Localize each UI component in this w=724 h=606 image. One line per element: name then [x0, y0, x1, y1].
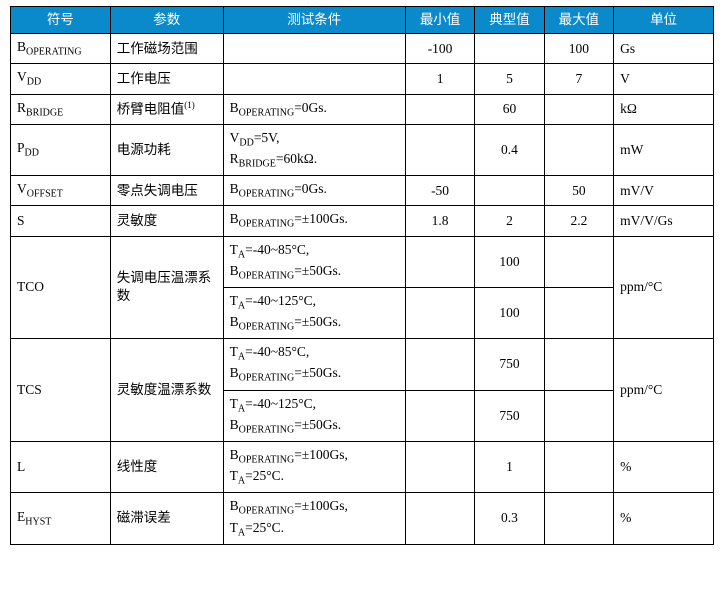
th-symbol: 符号 — [11, 7, 111, 34]
table-row: VOFFSET零点失调电压BOPERATING=0Gs.-50 50mV/V — [11, 176, 714, 206]
cell-max — [544, 390, 613, 441]
cell-param: 失调电压温漂系数 — [110, 236, 223, 339]
cell-symbol: L — [11, 442, 111, 493]
cell-typ: 2 — [475, 206, 544, 236]
cell-typ: 100 — [475, 287, 544, 338]
cell-typ: 750 — [475, 390, 544, 441]
cell-symbol: RBRIDGE — [11, 94, 111, 124]
th-max: 最大值 — [544, 7, 613, 34]
cell-max — [544, 287, 613, 338]
cell-max — [544, 236, 613, 287]
cell-min — [405, 339, 474, 390]
cell-unit: mV/V/Gs — [614, 206, 714, 236]
cell-max: 2.2 — [544, 206, 613, 236]
cell-symbol: VDD — [11, 64, 111, 94]
cell-symbol: S — [11, 206, 111, 236]
cell-min — [405, 287, 474, 338]
cell-typ: 5 — [475, 64, 544, 94]
cell-max — [544, 339, 613, 390]
cell-unit: Gs — [614, 34, 714, 64]
cell-param: 磁滞误差 — [110, 493, 223, 544]
cell-cond — [223, 64, 405, 94]
cell-param: 工作电压 — [110, 64, 223, 94]
table-head: 符号 参数 测试条件 最小值 典型值 最大值 单位 — [11, 7, 714, 34]
cell-cond: TA=-40~85°C,BOPERATING=±50Gs. — [223, 236, 405, 287]
th-typ: 典型值 — [475, 7, 544, 34]
cell-unit: mV/V — [614, 176, 714, 206]
cell-param: 灵敏度 — [110, 206, 223, 236]
cell-min — [405, 236, 474, 287]
table-row: BOPERATING工作磁场范围 -100 100Gs — [11, 34, 714, 64]
cell-param: 工作磁场范围 — [110, 34, 223, 64]
cell-param: 线性度 — [110, 442, 223, 493]
cell-min — [405, 94, 474, 124]
th-unit: 单位 — [614, 7, 714, 34]
cell-min — [405, 493, 474, 544]
cell-typ: 60 — [475, 94, 544, 124]
cell-cond: TA=-40~125°C,BOPERATING=±50Gs. — [223, 390, 405, 441]
cell-min: 1.8 — [405, 206, 474, 236]
cell-max — [544, 442, 613, 493]
cell-symbol: TCS — [11, 339, 111, 442]
table-row: EHYST磁滞误差BOPERATING=±100Gs,TA=25°C. 0.3% — [11, 493, 714, 544]
cell-min: -50 — [405, 176, 474, 206]
cell-typ: 750 — [475, 339, 544, 390]
cell-max: 50 — [544, 176, 613, 206]
cell-max: 7 — [544, 64, 613, 94]
cell-cond: TA=-40~85°C,BOPERATING=±50Gs. — [223, 339, 405, 390]
cell-typ: 0.4 — [475, 124, 544, 175]
spec-table: 符号 参数 测试条件 最小值 典型值 最大值 单位 BOPERATING工作磁场… — [10, 6, 714, 545]
cell-symbol: EHYST — [11, 493, 111, 544]
cell-typ: 1 — [475, 442, 544, 493]
cell-max: 100 — [544, 34, 613, 64]
cell-param: 桥臂电阻值(1) — [110, 94, 223, 124]
cell-unit: V — [614, 64, 714, 94]
cell-min — [405, 390, 474, 441]
th-param: 参数 — [110, 7, 223, 34]
cell-cond — [223, 34, 405, 64]
cell-unit: % — [614, 493, 714, 544]
cell-cond: BOPERATING=±100Gs,TA=25°C. — [223, 493, 405, 544]
cell-param: 零点失调电压 — [110, 176, 223, 206]
cell-typ: 0.3 — [475, 493, 544, 544]
th-min: 最小值 — [405, 7, 474, 34]
cell-symbol: TCO — [11, 236, 111, 339]
cell-min: -100 — [405, 34, 474, 64]
cell-symbol: VOFFSET — [11, 176, 111, 206]
th-cond: 测试条件 — [223, 7, 405, 34]
table-row: TCS灵敏度温漂系数TA=-40~85°C,BOPERATING=±50Gs.7… — [11, 339, 714, 390]
cell-max — [544, 493, 613, 544]
cell-cond: BOPERATING=0Gs. — [223, 176, 405, 206]
cell-typ: 100 — [475, 236, 544, 287]
cell-param: 灵敏度温漂系数 — [110, 339, 223, 442]
cell-min — [405, 124, 474, 175]
cell-typ — [475, 176, 544, 206]
cell-max — [544, 124, 613, 175]
cell-symbol: PDD — [11, 124, 111, 175]
cell-typ — [475, 34, 544, 64]
cell-symbol: BOPERATING — [11, 34, 111, 64]
cell-cond: BOPERATING=±100Gs,TA=25°C. — [223, 442, 405, 493]
cell-min: 1 — [405, 64, 474, 94]
cell-cond: VDD=5V,RBRIDGE=60kΩ. — [223, 124, 405, 175]
cell-min — [405, 442, 474, 493]
cell-param: 电源功耗 — [110, 124, 223, 175]
cell-unit: mW — [614, 124, 714, 175]
table-body: BOPERATING工作磁场范围-100100GsVDD工作电压157VRBRI… — [11, 34, 714, 545]
cell-cond: BOPERATING=0Gs. — [223, 94, 405, 124]
table-row: RBRIDGE桥臂电阻值(1)BOPERATING=0Gs. 60 kΩ — [11, 94, 714, 124]
cell-unit: ppm/°C — [614, 236, 714, 339]
table-row: PDD电源功耗VDD=5V,RBRIDGE=60kΩ. 0.4 mW — [11, 124, 714, 175]
table-row: TCO失调电压温漂系数TA=-40~85°C,BOPERATING=±50Gs.… — [11, 236, 714, 287]
table-row: L线性度BOPERATING=±100Gs,TA=25°C. 1% — [11, 442, 714, 493]
cell-unit: ppm/°C — [614, 339, 714, 442]
cell-unit: % — [614, 442, 714, 493]
cell-max — [544, 94, 613, 124]
table-row: VDD工作电压 157V — [11, 64, 714, 94]
cell-cond: TA=-40~125°C,BOPERATING=±50Gs. — [223, 287, 405, 338]
table-row: S灵敏度BOPERATING=±100Gs.1.822.2mV/V/Gs — [11, 206, 714, 236]
cell-unit: kΩ — [614, 94, 714, 124]
header-row: 符号 参数 测试条件 最小值 典型值 最大值 单位 — [11, 7, 714, 34]
cell-cond: BOPERATING=±100Gs. — [223, 206, 405, 236]
